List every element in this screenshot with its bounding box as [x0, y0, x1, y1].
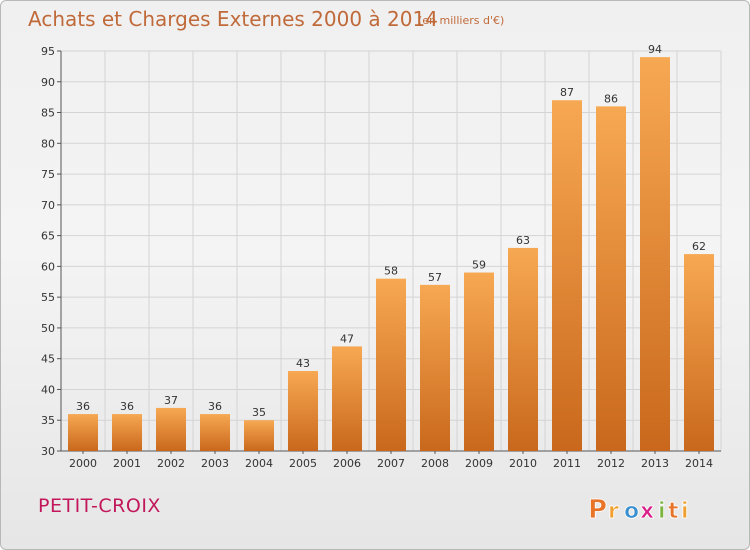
logo-letter: P — [588, 495, 607, 525]
data-label-2001: 36 — [120, 400, 134, 413]
logo-letter: i — [681, 499, 689, 524]
bar-2001 — [112, 414, 142, 451]
data-labels: 36 36 37 36 35 43 47 58 57 59 63 87 86 94 62 — [76, 43, 706, 419]
y-tick-labels: 30 35 40 45 50 55 60 65 70 75 80 85 90 95 — [41, 45, 55, 458]
x-tick-label: 2005 — [289, 457, 317, 470]
logo-letter: i — [658, 499, 666, 524]
x-tick-label: 2004 — [245, 457, 273, 470]
logo-letter: r — [608, 499, 619, 524]
y-tick-label: 85 — [41, 107, 55, 120]
x-tick-label: 2010 — [509, 457, 537, 470]
y-tick-label: 35 — [41, 414, 55, 427]
chart-subtitle: (en milliers d'€) — [418, 14, 505, 27]
data-label-2008: 57 — [428, 271, 442, 284]
data-label-2012: 86 — [604, 92, 618, 105]
data-label-2010: 63 — [516, 234, 530, 247]
x-tick-label: 2009 — [465, 457, 493, 470]
logo-letter: o — [624, 499, 639, 524]
bar-2006 — [332, 346, 362, 451]
bar-2003 — [200, 414, 230, 451]
bar-2005 — [288, 371, 318, 451]
bar-2008 — [420, 284, 450, 451]
data-label-2006: 47 — [340, 332, 354, 345]
data-label-2009: 59 — [472, 259, 486, 272]
y-tick-label: 45 — [41, 353, 55, 366]
x-tick-label: 2014 — [685, 457, 713, 470]
bar-2004 — [244, 420, 274, 451]
x-tick-label: 2011 — [553, 457, 581, 470]
x-tick-label: 2006 — [333, 457, 361, 470]
data-label-2007: 58 — [384, 265, 398, 278]
x-tick-label: 2013 — [641, 457, 669, 470]
data-label-2003: 36 — [208, 400, 222, 413]
logo-letter: x — [640, 499, 654, 524]
x-tick-label: 2000 — [69, 457, 97, 470]
x-tick-label: 2001 — [113, 457, 141, 470]
bar-chart: 36 36 37 36 35 43 47 58 57 59 63 87 86 94 62 30 35 40 45 5… — [41, 43, 722, 470]
bar-2013 — [640, 57, 670, 452]
y-tick-label: 80 — [41, 137, 55, 150]
chart-title: Achats et Charges Externes 2000 à 2014 — [28, 7, 438, 31]
x-tick-label: 2007 — [377, 457, 405, 470]
data-label-2013: 94 — [648, 43, 662, 56]
bar-2011 — [552, 100, 582, 451]
x-tick-label: 2003 — [201, 457, 229, 470]
bar-2007 — [376, 278, 406, 451]
place-name: PETIT-CROIX — [38, 495, 161, 517]
y-tick-label: 70 — [41, 199, 55, 212]
data-label-2011: 87 — [560, 86, 574, 99]
y-tick-label: 40 — [41, 383, 55, 396]
y-tick-label: 50 — [41, 322, 55, 335]
bar-2002 — [156, 407, 186, 451]
bars — [68, 57, 714, 452]
y-tick-label: 60 — [41, 260, 55, 273]
x-tick-label: 2012 — [597, 457, 625, 470]
x-tick-label: 2008 — [421, 457, 449, 470]
y-tick-label: 75 — [41, 168, 55, 181]
x-tick-labels: 2000 2001 2002 2003 2004 2005 2006 2007 2008 2009… — [69, 457, 713, 470]
data-label-2002: 37 — [164, 394, 178, 407]
bar-2009 — [464, 272, 494, 451]
y-tick-label: 30 — [41, 445, 55, 458]
x-tick-label: 2002 — [157, 457, 185, 470]
y-tick-label: 55 — [41, 291, 55, 304]
bar-2012 — [596, 106, 626, 451]
data-label-2014: 62 — [692, 240, 706, 253]
data-label-2005: 43 — [296, 357, 310, 370]
bar-2000 — [68, 414, 98, 451]
bar-2014 — [684, 254, 714, 451]
bar-2010 — [508, 247, 538, 451]
y-tick-label: 90 — [41, 76, 55, 89]
y-tick-label: 65 — [41, 230, 55, 243]
y-tick-label: 95 — [41, 45, 55, 58]
data-label-2000: 36 — [76, 400, 90, 413]
logo-letter: t — [668, 499, 679, 524]
data-label-2004: 35 — [252, 406, 266, 419]
